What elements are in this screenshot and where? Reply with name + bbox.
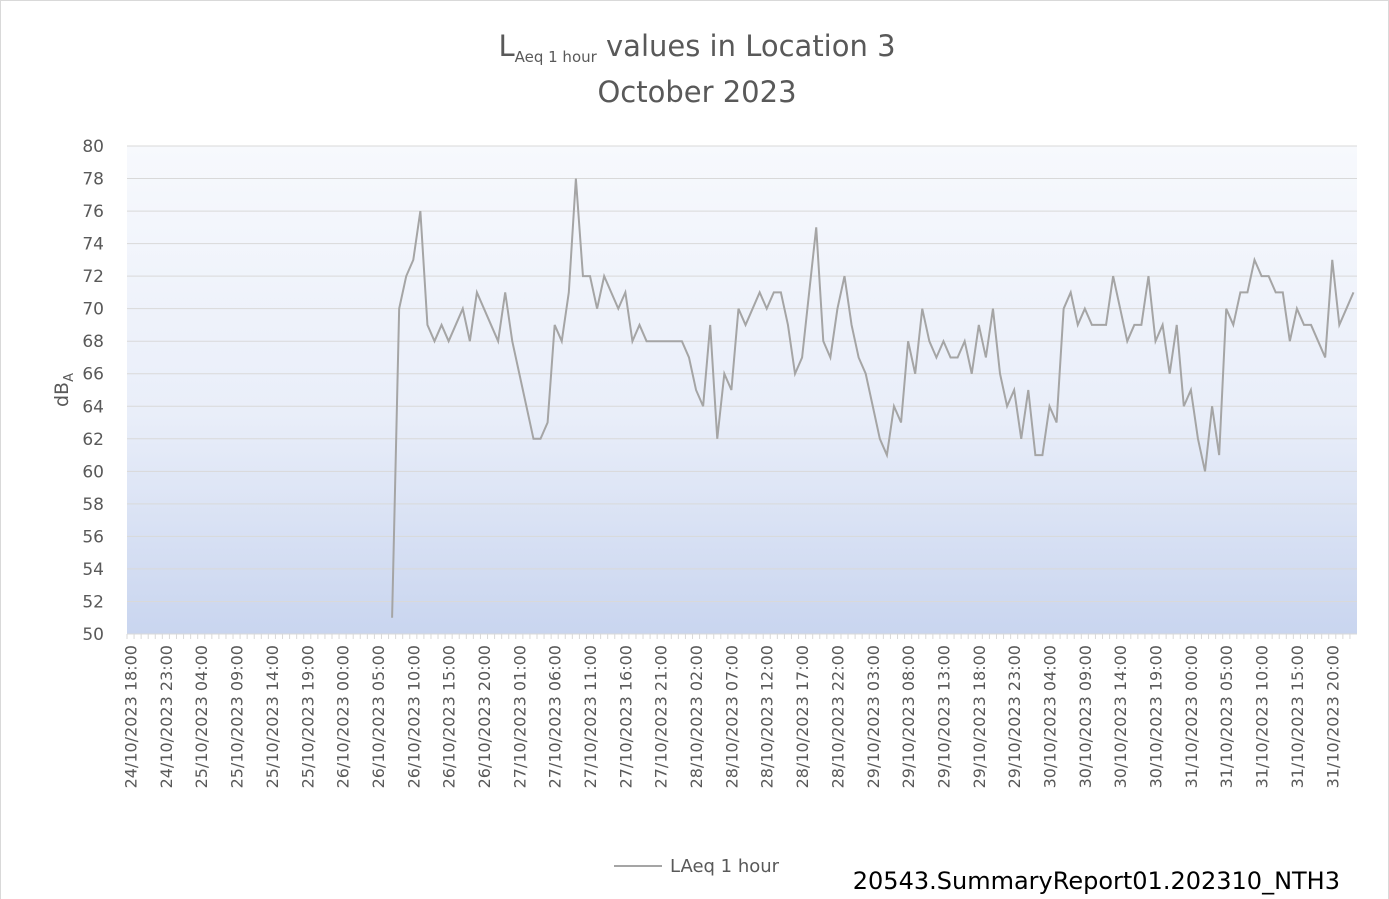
x-tick-label: 26/10/2023 20:00	[475, 645, 494, 788]
x-tick-label: 29/10/2023 18:00	[970, 645, 989, 788]
x-tick-label: 26/10/2023 05:00	[369, 645, 388, 788]
x-tick-label: 28/10/2023 12:00	[758, 645, 777, 788]
x-tick-label: 29/10/2023 13:00	[934, 645, 953, 788]
y-label-part: dB	[51, 382, 73, 407]
y-tick-label: 68	[82, 332, 104, 352]
x-tick-label: 31/10/2023 10:00	[1253, 645, 1272, 788]
x-tick-label: 31/10/2023 05:00	[1217, 645, 1236, 788]
x-tick-label: 28/10/2023 07:00	[722, 645, 741, 788]
y-tick-label: 64	[82, 397, 104, 417]
x-tick-label: 26/10/2023 10:00	[404, 645, 423, 788]
x-tick-label: 29/10/2023 03:00	[864, 645, 883, 788]
x-tick-label: 28/10/2023 17:00	[793, 645, 812, 788]
x-tick-label: 29/10/2023 23:00	[1005, 645, 1024, 788]
x-tick-label: 31/10/2023 20:00	[1323, 645, 1342, 788]
x-tick-label: 27/10/2023 16:00	[616, 645, 635, 788]
x-tick-label: 25/10/2023 09:00	[228, 645, 247, 788]
x-tick-label: 26/10/2023 15:00	[440, 645, 459, 788]
y-tick-label: 50	[82, 625, 104, 645]
y-tick-label: 60	[82, 462, 104, 482]
x-tick-label: 27/10/2023 01:00	[510, 645, 529, 788]
y-tick-label: 66	[82, 365, 104, 385]
x-tick-label: 27/10/2023 21:00	[652, 645, 671, 788]
y-tick-label: 76	[82, 202, 104, 222]
x-tick-label: 24/10/2023 23:00	[157, 645, 176, 788]
x-tick-label: 30/10/2023 19:00	[1147, 645, 1166, 788]
footer: 20543.SummaryReport01.202310_NTH3	[853, 867, 1340, 895]
y-tick-label: 78	[82, 170, 104, 190]
y-tick-label: 52	[82, 592, 104, 612]
x-tick-label: 30/10/2023 04:00	[1041, 645, 1060, 788]
chart-subtitle: October 2023	[597, 75, 796, 109]
data-line	[391, 178, 1355, 618]
x-tick-label: 29/10/2023 08:00	[899, 645, 918, 788]
y-tick-label: 54	[82, 560, 104, 580]
plot-area	[127, 146, 1357, 634]
chart-title: LAeq 1 hour values in Location 3	[498, 29, 895, 66]
x-tick-label: 28/10/2023 02:00	[687, 645, 706, 788]
x-tick-label: 26/10/2023 00:00	[334, 645, 353, 788]
x-tick-label: 25/10/2023 14:00	[263, 645, 282, 788]
title-subscript: Aeq 1 hour	[515, 48, 598, 66]
x-tick-label: 27/10/2023 06:00	[546, 645, 565, 788]
y-axis-label: dBA	[51, 373, 77, 407]
y-tick-label: 74	[82, 235, 104, 255]
x-tick-label: 31/10/2023 15:00	[1288, 645, 1307, 788]
y-tick-label: 58	[82, 495, 104, 515]
y-label-subscript: A	[62, 373, 77, 382]
x-tick-label: 28/10/2023 22:00	[828, 645, 847, 788]
title-part: values in Location 3	[597, 29, 896, 63]
y-tick-label: 72	[82, 267, 104, 287]
x-tick-label: 25/10/2023 04:00	[192, 645, 211, 788]
x-tick-label: 30/10/2023 14:00	[1111, 645, 1130, 788]
y-tick-label: 56	[82, 527, 104, 547]
x-tick-label: 31/10/2023 00:00	[1182, 645, 1201, 788]
title-part: L	[498, 29, 514, 63]
x-tick-label: 24/10/2023 18:00	[122, 645, 141, 788]
y-tick-label: 80	[82, 137, 104, 157]
x-tick-label: 27/10/2023 11:00	[581, 645, 600, 788]
y-tick-label: 70	[82, 300, 104, 320]
x-tick-label: 30/10/2023 09:00	[1076, 645, 1095, 788]
y-tick-label: 62	[82, 430, 104, 450]
legend-label: LAeq 1 hour	[670, 856, 780, 877]
x-tick-label: 25/10/2023 19:00	[298, 645, 317, 788]
